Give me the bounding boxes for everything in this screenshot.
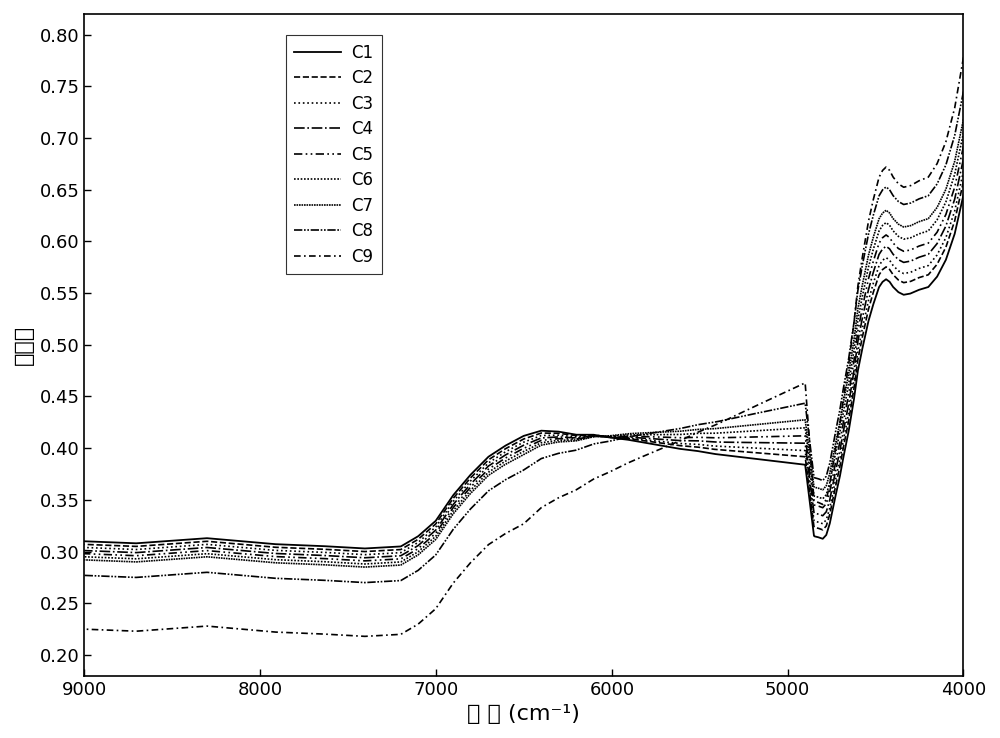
C7	[913, 218, 925, 227]
C7	[530, 444, 542, 452]
C4	[265, 548, 277, 557]
C9	[104, 626, 116, 635]
C5	[104, 551, 116, 559]
C4	[553, 432, 565, 441]
C1	[530, 428, 542, 437]
C1	[103, 538, 115, 547]
C6	[553, 436, 565, 445]
C4	[360, 554, 372, 562]
C3	[265, 545, 277, 554]
C5	[957, 142, 969, 151]
C6	[265, 555, 277, 564]
C2	[360, 547, 372, 556]
C3	[957, 167, 969, 176]
C5	[913, 242, 925, 251]
Line: C4: C4	[84, 159, 963, 558]
C2	[553, 429, 565, 438]
C3	[553, 431, 565, 440]
C1	[78, 537, 90, 545]
C6	[103, 554, 115, 562]
C6	[957, 128, 969, 137]
C2	[104, 541, 116, 550]
C2	[913, 273, 925, 282]
C8	[78, 571, 90, 580]
C3	[530, 433, 542, 442]
C9	[553, 493, 565, 502]
C7	[78, 556, 90, 565]
C7	[553, 438, 565, 446]
C6	[104, 554, 116, 562]
C2	[530, 430, 542, 439]
C2	[265, 542, 277, 551]
C8	[913, 195, 925, 204]
C9	[530, 508, 542, 517]
C9	[957, 53, 969, 62]
C8	[360, 578, 372, 587]
C3	[913, 264, 925, 273]
C8	[530, 458, 542, 466]
C1	[913, 286, 925, 294]
C1	[360, 544, 372, 553]
Line: C5: C5	[84, 146, 963, 561]
C1	[104, 538, 116, 547]
Line: C1: C1	[84, 195, 963, 548]
C5	[530, 438, 542, 447]
C5	[103, 551, 115, 559]
C6	[360, 559, 372, 568]
C9	[78, 625, 90, 634]
C3	[78, 543, 90, 552]
C9	[360, 632, 372, 641]
Line: C8: C8	[84, 92, 963, 582]
Line: C6: C6	[84, 133, 963, 564]
C1	[957, 190, 969, 199]
C1	[265, 539, 277, 548]
Y-axis label: 吸光度: 吸光度	[14, 325, 34, 365]
C5	[553, 434, 565, 443]
C5	[78, 549, 90, 558]
C4	[104, 547, 116, 556]
C5	[360, 556, 372, 565]
Line: C3: C3	[84, 171, 963, 555]
C2	[78, 540, 90, 549]
Line: C2: C2	[84, 182, 963, 551]
C4	[957, 154, 969, 163]
C7	[957, 115, 969, 124]
C5	[265, 552, 277, 561]
Line: C9: C9	[84, 58, 963, 636]
C3	[104, 544, 116, 553]
C3	[360, 551, 372, 559]
C2	[103, 541, 115, 550]
C8	[957, 87, 969, 96]
C4	[530, 435, 542, 444]
C8	[104, 572, 116, 581]
C1	[553, 427, 565, 436]
C7	[104, 556, 116, 565]
C9	[103, 626, 115, 635]
C4	[913, 253, 925, 262]
C6	[78, 552, 90, 561]
C7	[265, 558, 277, 567]
C9	[265, 627, 277, 636]
C8	[265, 573, 277, 582]
C9	[913, 176, 925, 185]
C6	[530, 441, 542, 449]
Legend: C1, C2, C3, C4, C5, C6, C7, C8, C9: C1, C2, C3, C4, C5, C6, C7, C8, C9	[286, 35, 382, 274]
C8	[103, 572, 115, 581]
C6	[913, 230, 925, 238]
C4	[78, 546, 90, 555]
C7	[103, 556, 115, 565]
C4	[103, 547, 115, 556]
C8	[553, 449, 565, 458]
C7	[360, 562, 372, 571]
X-axis label: 波 数 (cm⁻¹): 波 数 (cm⁻¹)	[467, 704, 580, 724]
C3	[103, 544, 115, 553]
C2	[957, 177, 969, 186]
Line: C7: C7	[84, 120, 963, 567]
